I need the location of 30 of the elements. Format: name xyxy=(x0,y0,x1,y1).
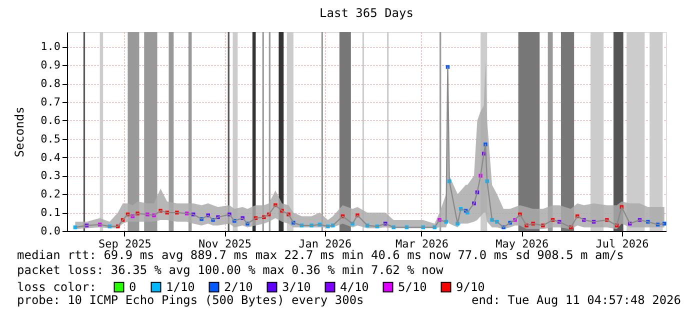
x-tick-label: Sep 2025 xyxy=(98,238,152,250)
y-tick-label: 1.0 xyxy=(40,40,60,54)
legend-label: 2/10 xyxy=(224,280,253,294)
x-tick-label: Mar 2026 xyxy=(395,238,448,250)
y-tick-label: 0.3 xyxy=(40,169,60,182)
text: probe: 10 ICMP Echo Pings (500 Bytes) every 300s xyxy=(17,293,364,307)
x-tick-label: May 2026 xyxy=(496,238,549,250)
y-tick-label: 0.4 xyxy=(40,150,61,164)
legend-title: loss color: xyxy=(17,280,96,294)
text: end: Tue Aug 11 04:57:48 2026 xyxy=(471,293,681,307)
legend-label: 4/10 xyxy=(340,280,369,294)
legend-label: 0 xyxy=(129,280,136,294)
y-tick-label: 0.8 xyxy=(40,77,60,90)
legend-label: 3/10 xyxy=(282,280,311,294)
y-tick-label: 0.6 xyxy=(40,114,60,127)
y-tick-label: 0.7 xyxy=(40,96,60,109)
y-tick-label: 0.2 xyxy=(40,188,60,201)
legend-label: 1/10 xyxy=(166,280,195,294)
legend-label: 5/10 xyxy=(398,280,427,294)
text: packet loss: 36.35 % avg 100.00 % max 0.36 % min 7.62 % now xyxy=(17,263,444,277)
chart-title: Last 365 Days xyxy=(320,6,414,20)
x-tick-label: Jan 2026 xyxy=(298,238,352,250)
legend-label: 9/10 xyxy=(456,280,485,294)
x-tick-label: Nov 2025 xyxy=(198,238,252,250)
y-tick-label: 0.1 xyxy=(40,206,60,220)
x-tick-label: Jul 2026 xyxy=(596,238,649,250)
y-tick-label: 0.0 xyxy=(40,224,60,238)
y-tick-label: 0.5 xyxy=(40,132,60,146)
y-tick-label: 0.9 xyxy=(40,58,60,72)
y-axis-title: Seconds xyxy=(12,106,27,158)
